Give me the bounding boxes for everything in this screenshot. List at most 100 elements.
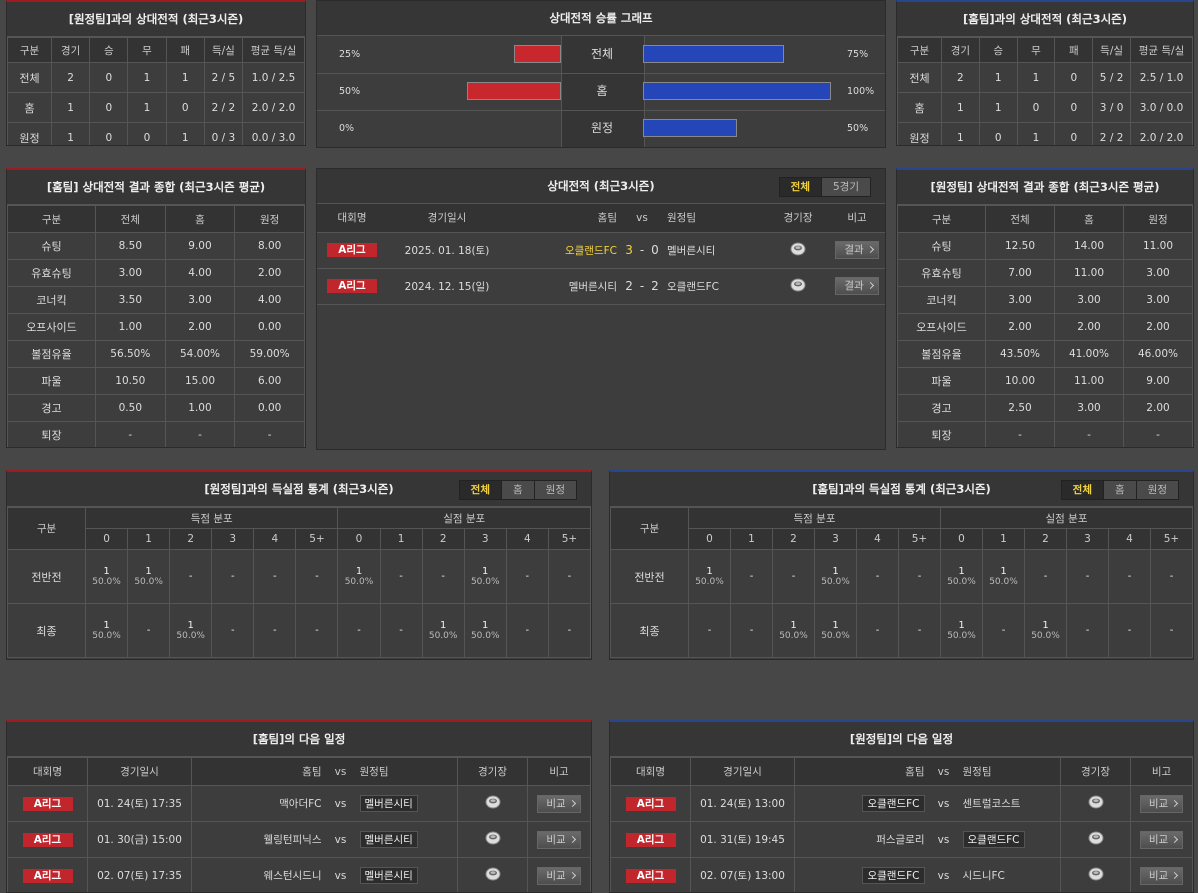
goal-header: 0 bbox=[337, 528, 381, 550]
cell: 2.5 / 1.0 bbox=[1130, 62, 1193, 93]
title-text: 상대전적 (최근3시즌) bbox=[547, 179, 655, 193]
count: - bbox=[567, 571, 572, 582]
match-date: 01. 24(토) 13:00 bbox=[700, 798, 785, 810]
header-row: 구분 경기 승 무 패 득/실 평균 득/실 bbox=[7, 37, 305, 63]
score-separator: - bbox=[639, 243, 645, 257]
graph-row bbox=[317, 73, 885, 111]
compare-button[interactable]: 비교 bbox=[1139, 866, 1184, 885]
cell: 2.00 bbox=[1054, 313, 1124, 341]
cell: - bbox=[505, 603, 549, 658]
cell bbox=[1060, 857, 1131, 892]
compare-button[interactable]: 비교 bbox=[537, 794, 581, 813]
cell: 2.00 bbox=[164, 313, 236, 341]
stats-table: 구분 전체 홈 원정 슈팅 8.50 9.00 8.00 유효슈팅 3.00 4.00 2.00 코너킥… bbox=[7, 205, 305, 447]
home-team: 웰링턴피닉스 bbox=[263, 834, 322, 846]
compare-button[interactable]: 비교 bbox=[537, 866, 581, 885]
data-row: 볼점유율 56.50% 54.00% 59.00% bbox=[7, 340, 305, 368]
count: 1 bbox=[103, 620, 110, 631]
tab[interactable]: 전체 bbox=[1061, 481, 1103, 499]
bar bbox=[643, 82, 831, 100]
column-header: 구분 bbox=[897, 205, 986, 233]
cell: - bbox=[169, 549, 213, 604]
percent: 50.0% bbox=[821, 577, 850, 587]
schedule-row: A리그 01. 24(토) 17:35 맥아더FC vs 멜버른시티 비교 bbox=[7, 785, 591, 822]
panel: [원정팀]의 다음 일정 대회명 경기일시 홈팀 vs 원정팀 경기장 비고 A리그 01. 24… bbox=[609, 720, 1194, 893]
tab[interactable]: 전체 bbox=[459, 481, 501, 499]
goal-header: 1 bbox=[730, 528, 773, 550]
league-badge: A리그 bbox=[625, 868, 676, 883]
tab-group: 전체 5경기 bbox=[778, 177, 871, 197]
data-row: 경고 0.50 1.00 0.00 bbox=[7, 394, 305, 422]
value-label: 25% bbox=[339, 49, 361, 60]
goal-header: 5+ bbox=[547, 528, 591, 550]
cell: 46.00% bbox=[1123, 340, 1193, 368]
count: - bbox=[875, 571, 880, 582]
row-header: 구분 bbox=[610, 507, 689, 550]
column-header: vs bbox=[321, 757, 360, 786]
cell: 3 / 0 bbox=[1092, 92, 1131, 123]
away-team: 멜버른시티 bbox=[667, 244, 716, 257]
cell: 01. 24(토) 13:00 bbox=[690, 785, 795, 822]
column-header: 홈 bbox=[164, 205, 236, 233]
compare-button[interactable]: 비교 bbox=[537, 830, 581, 849]
compare-button[interactable]: 비교 bbox=[1139, 794, 1184, 813]
cell: - bbox=[1066, 549, 1109, 604]
cell: - bbox=[127, 603, 171, 658]
tab[interactable]: 원정 bbox=[533, 481, 576, 499]
cell: 오클랜드FC bbox=[962, 821, 1061, 858]
cell: 비교 bbox=[527, 857, 591, 892]
row-header: 구분 bbox=[7, 507, 86, 550]
result-button[interactable]: 결과 bbox=[835, 241, 879, 259]
count: - bbox=[875, 625, 880, 636]
column-header: 홈팀 bbox=[794, 757, 925, 786]
column-header: 원정팀 bbox=[962, 757, 1061, 786]
cell: - bbox=[1150, 549, 1193, 604]
group-header: 실점 분포 bbox=[337, 507, 591, 529]
column-header: 경기 bbox=[50, 37, 91, 63]
cell: - bbox=[547, 549, 591, 604]
cell: 3.00 bbox=[985, 286, 1055, 314]
row-label: 볼점유율 bbox=[7, 340, 96, 368]
column-header: 홈팀 bbox=[507, 204, 617, 233]
column-header: 경기장 bbox=[457, 757, 528, 786]
column-header: 대회명 bbox=[7, 757, 88, 786]
cell: 2.0 / 2.0 bbox=[242, 92, 305, 123]
value-label: 75% bbox=[847, 49, 869, 60]
goal-row: 0 1 2 3 4 5+ 0 1 2 3 4 5+ bbox=[611, 528, 1193, 550]
tab[interactable]: 전체 bbox=[779, 178, 821, 196]
column-header: 득/실 bbox=[203, 37, 244, 63]
column-header: 원정 bbox=[234, 205, 305, 233]
column-header: 무 bbox=[127, 37, 167, 63]
group-row: 구분 득점 분포 실점 분포 bbox=[7, 507, 591, 550]
compare-button[interactable]: 비교 bbox=[1139, 830, 1184, 849]
percent: 50.0% bbox=[779, 631, 808, 641]
tab[interactable]: 원정 bbox=[1135, 481, 1178, 499]
panel: [홈팀]의 다음 일정 대회명 경기일시 홈팀 vs 원정팀 경기장 비고 A리그 01. 24(… bbox=[6, 720, 592, 893]
row-label: 전체 bbox=[7, 62, 52, 93]
cell: 3.00 bbox=[1054, 394, 1124, 422]
data-row: 파울 10.50 15.00 6.00 bbox=[7, 367, 305, 395]
count: 1 bbox=[790, 620, 797, 631]
result-button[interactable]: 결과 bbox=[835, 277, 879, 295]
cell: vs bbox=[321, 821, 360, 858]
cell: 2.50 bbox=[985, 394, 1055, 422]
cell: - bbox=[730, 603, 773, 658]
cell: 0 bbox=[89, 62, 129, 93]
percent: 50.0% bbox=[92, 631, 121, 641]
header-row: 대회명 경기일시 홈팀 vs 원정팀 경기장 비고 bbox=[317, 204, 885, 233]
cell: 4.00 bbox=[234, 286, 305, 314]
tab[interactable]: 홈 bbox=[501, 481, 534, 499]
bar bbox=[467, 82, 561, 100]
cell: 오클랜드FC bbox=[794, 857, 925, 892]
cell: - bbox=[253, 603, 297, 658]
cell: 9.00 bbox=[164, 232, 236, 260]
cell: 3.00 bbox=[1123, 259, 1193, 287]
tab[interactable]: 홈 bbox=[1103, 481, 1136, 499]
tab[interactable]: 5경기 bbox=[820, 178, 870, 196]
column-header: 경기 bbox=[941, 37, 980, 63]
header-row: 구분 경기 승 무 패 득/실 평균 득/실 bbox=[897, 37, 1193, 63]
cell: 11.00 bbox=[1054, 259, 1124, 287]
away-team: 오클랜드FC bbox=[962, 831, 1025, 848]
stadium-icon bbox=[790, 242, 806, 255]
cell: 1 50.0% bbox=[814, 603, 857, 658]
